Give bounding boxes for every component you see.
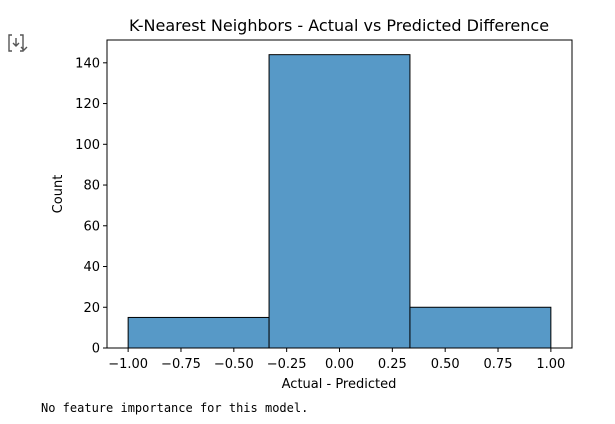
y-axis-label: Count bbox=[51, 175, 66, 214]
x-tick-label-3: −0.25 bbox=[267, 357, 307, 372]
x-tick-label-7: 0.75 bbox=[484, 357, 513, 372]
histogram-bar-0 bbox=[127, 316, 270, 349]
x-tick-label-8: 1.00 bbox=[536, 357, 565, 372]
chart-title: K-Nearest Neighbors - Actual vs Predicte… bbox=[129, 16, 549, 35]
y-tick-label-5: 100 bbox=[75, 138, 100, 153]
x-tick-label-4: 0.00 bbox=[325, 357, 354, 372]
console-output-text: No feature importance for this model. bbox=[41, 401, 309, 415]
histogram-chart: K-Nearest Neighbors - Actual vs Predicte… bbox=[51, 16, 573, 392]
x-tick-label-6: 0.50 bbox=[431, 357, 460, 372]
y-tick-label-1: 20 bbox=[83, 301, 100, 316]
y-tick-label-4: 80 bbox=[83, 179, 100, 194]
histogram-bar-1 bbox=[268, 54, 411, 349]
y-tick-label-7: 140 bbox=[75, 56, 100, 71]
x-tick-label-1: −0.75 bbox=[161, 357, 201, 372]
output-toggle-icon[interactable] bbox=[6, 32, 28, 54]
y-axis: 0 20 40 60 80 100 120 140 bbox=[75, 56, 107, 357]
x-axis: −1.00 −0.75 −0.50 −0.25 0.00 0.25 0.50 0.75 1.00 bbox=[108, 348, 565, 372]
x-tick-label-5: 0.25 bbox=[378, 357, 407, 372]
y-tick-label-0: 0 bbox=[92, 342, 100, 357]
y-tick-label-3: 60 bbox=[83, 219, 100, 234]
x-tick-label-2: −0.50 bbox=[214, 357, 254, 372]
bars-layer bbox=[127, 54, 552, 349]
y-tick-label-2: 40 bbox=[83, 260, 100, 275]
x-tick-label-0: −1.00 bbox=[108, 357, 148, 372]
x-axis-label: Actual - Predicted bbox=[282, 377, 397, 392]
histogram-bar-2 bbox=[409, 306, 552, 349]
y-tick-label-6: 120 bbox=[75, 97, 100, 112]
